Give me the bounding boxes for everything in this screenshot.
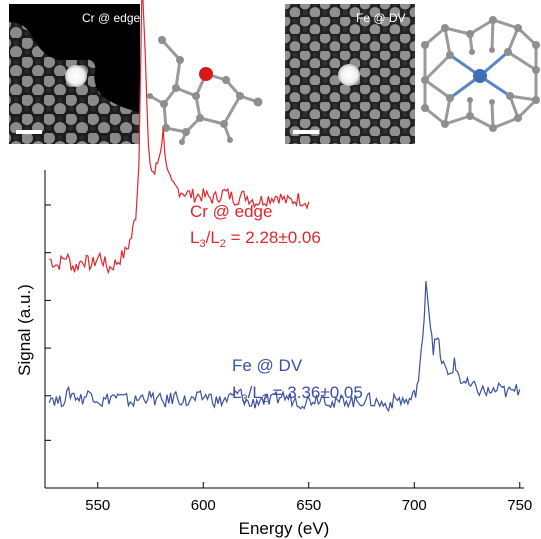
x-tick-label: 750 <box>507 497 532 514</box>
eels-spectrum-chart: 550 600 650 700 750 Cr @ edge L3/L2 = 2.28±0… <box>15 0 532 538</box>
x-ticks: 550 600 650 700 750 <box>85 482 532 514</box>
scale-bar-cr <box>16 130 42 134</box>
annotation-fe-name: Fe @ DV <box>232 356 303 375</box>
series-layer <box>48 0 521 413</box>
structure-fe-dv <box>421 16 540 132</box>
x-tick-label: 650 <box>296 497 321 514</box>
annotation-cr-name: Cr @ edge <box>190 202 272 221</box>
stem-image-cr: Cr @ edge <box>9 4 141 144</box>
stem-image-fe: Fe @ DV <box>285 4 415 144</box>
y-axis-label: Signal (a.u.) <box>15 284 34 376</box>
fe-atom <box>473 69 487 83</box>
structure-cr-atoms <box>147 36 263 145</box>
annotation-cr-ratio: L3/L2 = 2.28±0.06 <box>190 228 321 250</box>
panel-label-fe: Fe @ DV <box>356 11 406 25</box>
cr-atom <box>199 67 213 81</box>
x-axis-label: Energy (eV) <box>239 519 330 538</box>
x-tick-label: 700 <box>402 497 427 514</box>
series-line-fe <box>48 281 521 413</box>
y-ticks <box>45 204 51 441</box>
panel-label-cr: Cr @ edge <box>82 11 141 25</box>
annotation-fe-ratio: L3/L2 = 3.36±0.05 <box>232 383 363 405</box>
x-tick-label: 550 <box>85 497 110 514</box>
series-line-cr <box>49 0 310 275</box>
x-tick-label: 600 <box>191 497 216 514</box>
scale-bar-fe <box>293 130 319 134</box>
